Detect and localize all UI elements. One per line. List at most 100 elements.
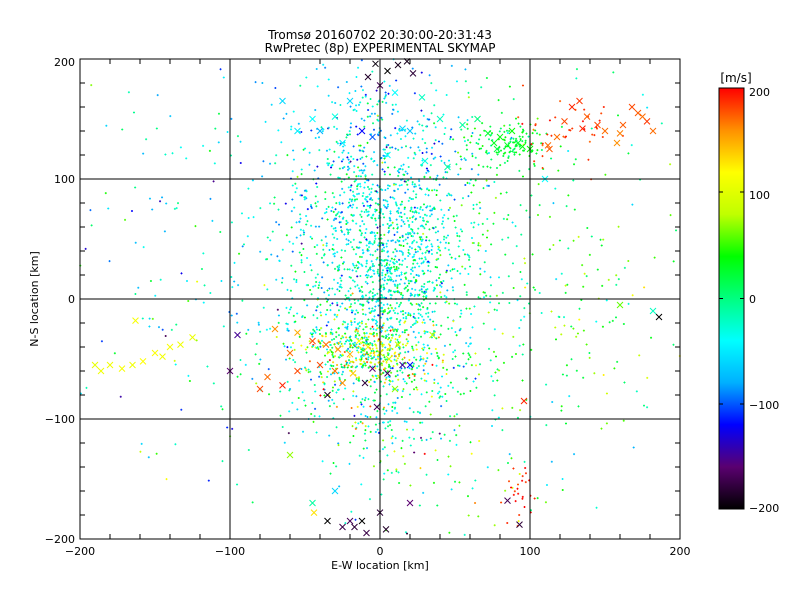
scatter-dot: [400, 219, 403, 222]
scatter-dot: [550, 310, 553, 313]
scatter-dot: [284, 202, 287, 205]
scatter-dot: [445, 296, 448, 299]
scatter-dot: [508, 124, 511, 127]
scatter-dot: [430, 112, 433, 115]
scatter-dot: [368, 206, 371, 209]
scatter-dot: [323, 382, 326, 385]
scatter-dot: [434, 156, 437, 159]
scatter-dot: [367, 366, 370, 369]
scatter-dot: [141, 317, 144, 320]
scatter-dot: [361, 308, 364, 311]
scatter-dot: [373, 241, 376, 244]
scatter-dot: [332, 248, 335, 251]
scatter-dot: [505, 129, 508, 132]
scatter-dot: [333, 313, 336, 316]
scatter-dot: [395, 204, 398, 207]
scatter-dot: [513, 153, 516, 156]
scatter-dot: [411, 269, 414, 272]
scatter-dot: [631, 203, 634, 206]
scatter-dot: [587, 158, 590, 161]
scatter-dot: [362, 192, 365, 195]
scatter-cross: [256, 385, 264, 393]
scatter-dot: [465, 144, 468, 147]
scatter-dot: [363, 432, 366, 435]
scatter-dot: [312, 328, 315, 331]
scatter-dot: [385, 242, 388, 245]
scatter-cross: [406, 499, 414, 507]
scatter-dot: [573, 453, 576, 456]
scatter-dot: [394, 241, 397, 244]
scatter-dot: [265, 328, 268, 331]
scatter-cross: [418, 94, 426, 101]
scatter-dot: [308, 340, 311, 343]
scatter-dot: [401, 331, 404, 334]
scatter-dot: [373, 231, 376, 234]
scatter-dot: [364, 174, 367, 177]
scatter-dot: [358, 325, 361, 328]
scatter-dot: [534, 288, 537, 291]
scatter-dot: [352, 264, 355, 267]
scatter-dot: [387, 375, 390, 378]
scatter-dot: [564, 422, 567, 425]
scatter-dot: [398, 274, 401, 277]
scatter-dot: [159, 200, 162, 203]
scatter-dot: [326, 375, 329, 378]
scatter-dot: [578, 318, 581, 321]
scatter-dot: [538, 292, 541, 295]
scatter-dot: [646, 406, 649, 409]
scatter-dot: [349, 294, 352, 297]
scatter-dot: [426, 357, 429, 360]
scatter-dot: [358, 454, 361, 457]
scatter-dot: [405, 233, 408, 236]
scatter-dot: [333, 255, 336, 258]
scatter-dot: [320, 372, 323, 375]
scatter-dot: [411, 368, 414, 371]
scatter-dot: [432, 481, 435, 484]
scatter-dot: [602, 374, 605, 377]
scatter-dot: [285, 322, 288, 325]
scatter-dot: [432, 330, 435, 333]
scatter-dot: [333, 372, 336, 375]
scatter-dot: [211, 219, 214, 222]
scatter-dot: [352, 145, 355, 148]
scatter-dot: [425, 236, 428, 239]
scatter-dot: [413, 451, 416, 454]
scatter-dot: [403, 462, 406, 465]
scatter-dot: [329, 309, 332, 312]
scatter-dot: [396, 412, 399, 415]
scatter-dot: [436, 266, 439, 269]
scatter-dot: [386, 269, 389, 272]
scatter-dot: [349, 360, 352, 363]
scatter-dot: [498, 130, 501, 133]
scatter-dot: [464, 68, 467, 71]
scatter-dot: [346, 325, 349, 328]
scatter-dot: [403, 287, 406, 290]
scatter-dot: [435, 323, 438, 326]
scatter-dot: [382, 204, 385, 207]
scatter-dot: [518, 169, 521, 172]
scatter-dot: [459, 228, 462, 231]
scatter-dot: [467, 195, 470, 198]
scatter-dot: [371, 70, 374, 73]
scatter-dot: [532, 286, 535, 289]
scatter-dot: [423, 213, 426, 216]
scatter-dot: [489, 284, 492, 287]
scatter-dot: [406, 290, 409, 293]
scatter-dot: [348, 306, 351, 309]
scatter-dot: [395, 302, 398, 305]
scatter-cross: [484, 130, 492, 137]
scatter-cross: [655, 313, 663, 321]
scatter-dot: [329, 367, 332, 370]
scatter-dot: [219, 68, 222, 71]
scatter-dot: [331, 287, 334, 290]
scatter-cross: [372, 60, 379, 68]
scatter-dot: [360, 358, 363, 361]
scatter-dot: [357, 66, 360, 69]
scatter-dot: [355, 175, 358, 178]
scatter-dot: [357, 166, 360, 169]
scatter-dot: [89, 209, 92, 212]
scatter-dot: [361, 194, 364, 197]
scatter-dot: [365, 196, 368, 199]
scatter-dot: [339, 103, 342, 106]
scatter-dot: [399, 137, 402, 140]
